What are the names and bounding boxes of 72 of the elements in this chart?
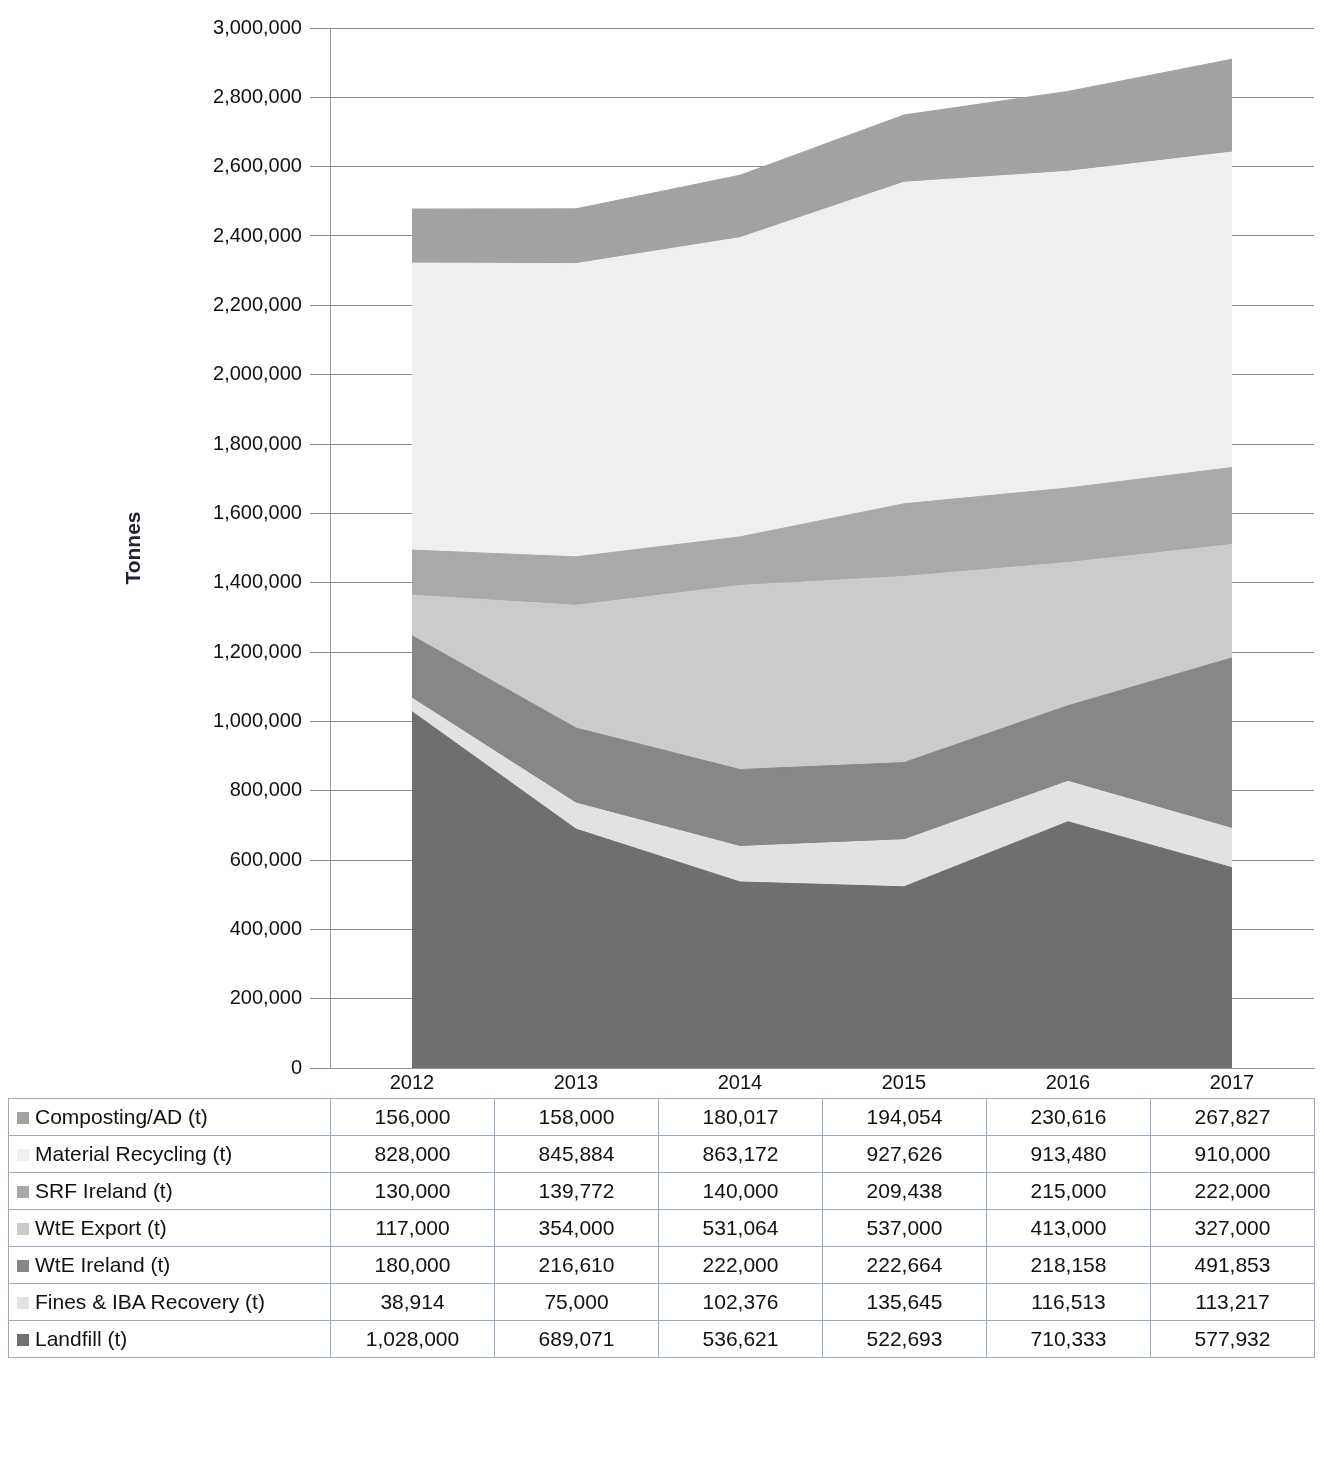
data-label: 113,217 bbox=[1150, 1283, 1315, 1321]
data-label: 413,000 bbox=[986, 1209, 1151, 1247]
data-label: 222,000 bbox=[1150, 1172, 1315, 1210]
data-label: 156,000 bbox=[330, 1098, 495, 1136]
data-label: 222,664 bbox=[822, 1246, 987, 1284]
data-label: 536,621 bbox=[658, 1320, 823, 1358]
y-tick-label: 1,600,000 bbox=[213, 500, 302, 523]
data-label: 327,000 bbox=[1150, 1209, 1315, 1247]
legend-label: Composting/AD (t) bbox=[35, 1105, 208, 1128]
x-tick-label: 2015 bbox=[881, 1070, 927, 1093]
legend-label: WtE Ireland (t) bbox=[35, 1253, 171, 1276]
data-label: 828,000 bbox=[330, 1135, 495, 1173]
data-label: 913,480 bbox=[986, 1135, 1151, 1173]
data-label: 38,914 bbox=[330, 1283, 495, 1321]
y-tick-label: 1,800,000 bbox=[213, 431, 302, 454]
legend-label: Material Recycling (t) bbox=[35, 1142, 233, 1165]
y-tick-label: 2,400,000 bbox=[213, 223, 302, 246]
data-label: 139,772 bbox=[494, 1172, 659, 1210]
y-tick-label: 1,200,000 bbox=[213, 639, 302, 662]
data-label: 117,000 bbox=[330, 1209, 495, 1247]
data-label: 180,000 bbox=[330, 1246, 495, 1284]
y-tick-label: 600,000 bbox=[229, 847, 302, 870]
data-label: 135,645 bbox=[822, 1283, 987, 1321]
data-label: 75,000 bbox=[494, 1283, 659, 1321]
data-label: 130,000 bbox=[330, 1172, 495, 1210]
y-tick-label: 3,000,000 bbox=[213, 15, 302, 38]
data-label: 531,064 bbox=[658, 1209, 823, 1247]
y-tick-label: 200,000 bbox=[229, 986, 302, 1009]
data-label: 158,000 bbox=[494, 1098, 659, 1136]
data-label: 577,932 bbox=[1150, 1320, 1315, 1358]
legend-label: Fines & IBA Recovery (t) bbox=[35, 1290, 265, 1313]
data-label: 222,000 bbox=[658, 1246, 823, 1284]
data-label: 927,626 bbox=[822, 1135, 987, 1173]
data-label: 230,616 bbox=[986, 1098, 1151, 1136]
x-tick-label: 2014 bbox=[717, 1070, 763, 1093]
y-tick-label: 1,000,000 bbox=[213, 708, 302, 731]
data-label: 215,000 bbox=[986, 1172, 1151, 1210]
legend-label: SRF Ireland (t) bbox=[35, 1179, 173, 1202]
data-label: 522,693 bbox=[822, 1320, 987, 1358]
data-label: 537,000 bbox=[822, 1209, 987, 1247]
data-label: 140,000 bbox=[658, 1172, 823, 1210]
data-label: 863,172 bbox=[658, 1135, 823, 1173]
x-tick-label: 2013 bbox=[553, 1070, 599, 1093]
data-label: 209,438 bbox=[822, 1172, 987, 1210]
data-label: 194,054 bbox=[822, 1098, 987, 1136]
y-tick-label: 400,000 bbox=[229, 916, 302, 939]
data-label: 491,853 bbox=[1150, 1246, 1315, 1284]
y-tick-label: 1,400,000 bbox=[213, 570, 302, 593]
data-label: 910,000 bbox=[1150, 1135, 1315, 1173]
data-label: 116,513 bbox=[986, 1283, 1151, 1321]
data-label: 102,376 bbox=[658, 1283, 823, 1321]
y-tick-label: 2,000,000 bbox=[213, 362, 302, 385]
data-label: 216,610 bbox=[494, 1246, 659, 1284]
legend-label: Landfill (t) bbox=[35, 1327, 128, 1350]
x-tick-label: 2012 bbox=[389, 1070, 435, 1093]
y-tick-label: 800,000 bbox=[229, 778, 302, 801]
y-tick-label: 2,200,000 bbox=[213, 292, 302, 315]
y-tick-label: 0 bbox=[290, 1055, 302, 1078]
x-tick-label: 2017 bbox=[1209, 1070, 1255, 1093]
x-tick-label: 2016 bbox=[1045, 1070, 1091, 1093]
y-axis-title: Tonnes bbox=[121, 511, 145, 585]
data-label: 354,000 bbox=[494, 1209, 659, 1247]
y-tick-label: 2,600,000 bbox=[213, 154, 302, 177]
y-tick-label: 2,800,000 bbox=[213, 84, 302, 107]
data-label: 689,071 bbox=[494, 1320, 659, 1358]
legend-label: WtE Export (t) bbox=[35, 1216, 167, 1239]
data-label: 710,333 bbox=[986, 1320, 1151, 1358]
data-label: 1,028,000 bbox=[330, 1320, 495, 1358]
data-label: 218,158 bbox=[986, 1246, 1151, 1284]
data-label: 180,017 bbox=[658, 1098, 823, 1136]
data-label: 845,884 bbox=[494, 1135, 659, 1173]
data-label: 267,827 bbox=[1150, 1098, 1315, 1136]
